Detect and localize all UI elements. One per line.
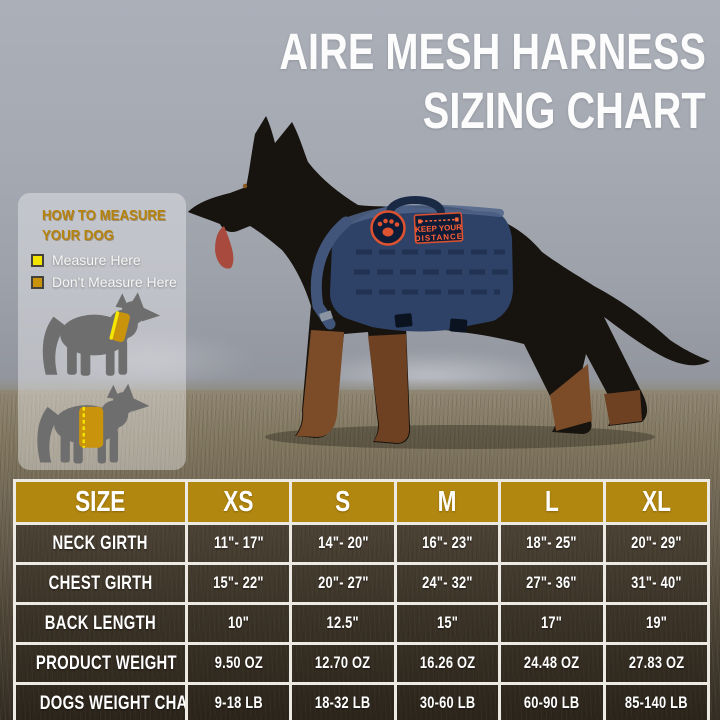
row-label: DOGS WEIGHT CHART bbox=[13, 682, 188, 720]
legend-item-label: Measure Here bbox=[52, 252, 141, 268]
size-value-cell: 30-60 LB bbox=[393, 682, 502, 720]
measure-here-swatch-icon bbox=[31, 253, 44, 267]
how-to-measure-card: HOW TO MEASURE YOUR DOG Measure Here Don… bbox=[18, 193, 186, 470]
front-leg-tan bbox=[368, 334, 410, 443]
patch-text-line-2: DISTANCE bbox=[415, 232, 464, 244]
size-value-cell: 31"- 40" bbox=[602, 562, 710, 605]
table-row: PRODUCT WEIGHT 9.50 OZ 12.70 OZ 16.26 OZ 24.… bbox=[13, 642, 710, 685]
size-value-cell: 12.70 OZ bbox=[289, 642, 397, 685]
size-column-header: XS bbox=[184, 479, 293, 525]
size-value-cell: 19" bbox=[602, 602, 710, 645]
size-value-cell: 60-90 LB bbox=[498, 682, 606, 720]
size-corner-header: SIZE bbox=[13, 479, 188, 525]
chest-strap bbox=[310, 216, 352, 330]
size-value-cell: 24.48 OZ bbox=[498, 642, 606, 685]
dog-tongue bbox=[215, 226, 234, 269]
table-header-row: SIZE XS S M L XL bbox=[13, 479, 710, 525]
metal-slider bbox=[319, 310, 333, 322]
size-value-cell: 27"- 36" bbox=[498, 562, 606, 605]
size-value-cell: 12.5" bbox=[289, 602, 397, 645]
buckle bbox=[449, 318, 468, 333]
title-line-2: SIZING CHART bbox=[423, 82, 706, 139]
sizing-table: SIZE XS S M L XL NECK GIRTH 11"- 17" 14"- 20" 16… bbox=[13, 479, 710, 720]
size-value-cell: 20"- 27" bbox=[289, 562, 397, 605]
hind-leg-tan bbox=[604, 390, 642, 425]
no-touch-paw-patch-icon bbox=[370, 210, 406, 246]
size-value-cell: 18"- 25" bbox=[498, 522, 606, 565]
size-value-cell: 15"- 22" bbox=[184, 562, 293, 605]
size-column-header: XL bbox=[602, 479, 710, 525]
size-column-header: M bbox=[393, 479, 502, 525]
size-value-cell: 15" bbox=[393, 602, 502, 645]
row-label: NECK GIRTH bbox=[13, 522, 188, 565]
harness-handle bbox=[386, 196, 445, 216]
front-leg-tan bbox=[296, 330, 344, 437]
size-value-cell: 17" bbox=[498, 602, 606, 645]
dont-measure-here-swatch-icon bbox=[31, 275, 44, 289]
title-line-1: AIRE MESH HARNESS bbox=[279, 23, 706, 80]
size-value-cell: 16"- 23" bbox=[393, 522, 502, 565]
row-label: PRODUCT WEIGHT bbox=[13, 642, 188, 685]
size-value-cell: 20"- 29" bbox=[602, 522, 710, 565]
buckle bbox=[394, 313, 413, 328]
legend-item-label: Don't Measure Here bbox=[52, 274, 177, 290]
legend-heading-line-2: YOUR DOG bbox=[42, 227, 114, 244]
patch-text-line-1: KEEP YOUR bbox=[415, 223, 462, 234]
dog-eye bbox=[242, 183, 248, 189]
horizon-blend bbox=[0, 378, 720, 394]
size-value-cell: 27.83 OZ bbox=[602, 642, 710, 685]
legend-heading-line-1: HOW TO MEASURE bbox=[42, 207, 166, 224]
page-title: AIRE MESH HARNESS SIZING CHART bbox=[159, 22, 706, 140]
row-label: BACK LENGTH bbox=[13, 602, 188, 645]
size-value-cell: 9-18 LB bbox=[184, 682, 293, 720]
dog-silhouette-neck-measure-icon bbox=[38, 289, 164, 382]
size-value-cell: 18-32 LB bbox=[289, 682, 397, 720]
size-value-cell: 11"- 17" bbox=[184, 522, 293, 565]
size-value-cell: 85-140 LB bbox=[602, 682, 710, 720]
legend-item-measure-here: Measure Here bbox=[31, 252, 186, 268]
size-value-cell: 9.50 OZ bbox=[184, 642, 293, 685]
legend-item-dont-measure-here: Don't Measure Here bbox=[31, 274, 186, 290]
table-row: CHEST GIRTH 15"- 22" 20"- 27" 24"- 32" 27"- … bbox=[13, 562, 710, 605]
size-value-cell: 24"- 32" bbox=[393, 562, 502, 605]
table-row: BACK LENGTH 10" 12.5" 15" 17" 19" bbox=[13, 602, 710, 645]
size-value-cell: 16.26 OZ bbox=[393, 642, 502, 685]
legend-heading: HOW TO MEASURE YOUR DOG bbox=[18, 193, 186, 246]
row-label: CHEST GIRTH bbox=[13, 562, 188, 605]
hind-leg-tan bbox=[550, 364, 592, 431]
keep-your-distance-patch: KEEP YOUR DISTANCE bbox=[413, 212, 464, 244]
size-column-header: S bbox=[289, 479, 397, 525]
dog-silhouette-chest-measure-icon bbox=[26, 381, 160, 469]
size-value-cell: 10" bbox=[184, 602, 293, 645]
size-value-cell: 14"- 20" bbox=[289, 522, 397, 565]
size-column-header: L bbox=[498, 479, 606, 525]
table-row: NECK GIRTH 11"- 17" 14"- 20" 16"- 23" 18"- 2… bbox=[13, 522, 710, 565]
